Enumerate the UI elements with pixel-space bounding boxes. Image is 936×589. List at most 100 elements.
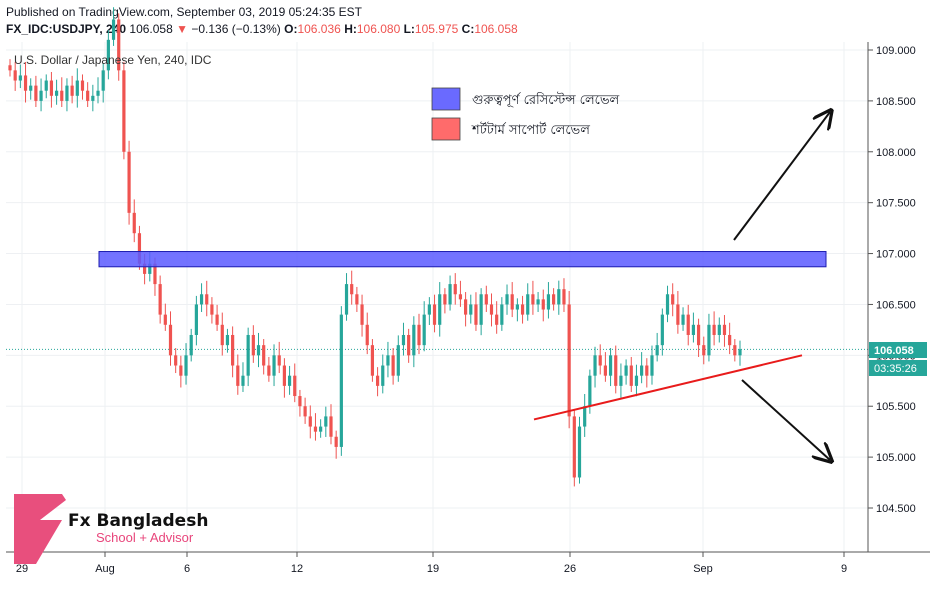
- candle-body: [225, 334, 230, 346]
- candle-body: [70, 85, 74, 96]
- legend-swatch-support: [431, 117, 461, 141]
- candle-body: [267, 365, 271, 376]
- candle-body: [448, 284, 452, 305]
- candle-body: [552, 294, 556, 305]
- time-tick-label: Aug: [95, 563, 115, 575]
- candle-body: [272, 355, 276, 376]
- candle-body: [210, 304, 214, 315]
- candle-body: [583, 406, 587, 427]
- candle-body: [417, 324, 421, 346]
- candle-body: [44, 80, 48, 91]
- legend-label-support: শর্টটার্ম সাপোর্ট লেভেল: [471, 122, 590, 138]
- candle-body: [707, 324, 711, 356]
- candle-body: [111, 19, 116, 40]
- logo-subtitle: School + Advisor: [96, 530, 194, 545]
- candle-body: [665, 294, 670, 315]
- candle-body: [489, 304, 494, 315]
- candle-body: [370, 345, 375, 376]
- candle-body: [671, 294, 675, 305]
- candle-body: [199, 294, 204, 305]
- candle-body: [536, 299, 540, 305]
- time-tick-label: Sep: [693, 563, 713, 575]
- candle-body: [148, 263, 152, 274]
- candle-body: [143, 263, 147, 274]
- resistance-zone[interactable]: [98, 251, 827, 268]
- candle-body: [344, 284, 349, 315]
- last-price-axis-label: 106.058: [874, 345, 914, 357]
- symbol-name[interactable]: FX_IDC:USDJPY, 240: [6, 22, 127, 36]
- candle-body: [619, 375, 623, 386]
- candle-body: [308, 416, 312, 427]
- candle-body: [324, 416, 328, 427]
- candle-body: [733, 345, 737, 356]
- last-price-box: [869, 342, 927, 358]
- fx-bangladesh-logo: Fx Bangladesh School + Advisor: [14, 494, 208, 564]
- price-tick-label: 108.000: [876, 147, 916, 159]
- candle-body: [660, 314, 664, 346]
- candle-body: [712, 324, 716, 335]
- candle-body: [303, 406, 307, 417]
- candle-body: [722, 324, 727, 335]
- candle-body: [495, 314, 499, 325]
- support-trendline[interactable]: [533, 354, 803, 421]
- up-arrow-icon[interactable]: [733, 112, 830, 241]
- candle-body: [453, 284, 457, 295]
- candle-body: [655, 345, 659, 356]
- candle-body: [132, 212, 136, 234]
- candle-body: [158, 284, 162, 315]
- candle-body: [65, 85, 69, 101]
- last-price-tag: 106.058 03:35:26: [869, 342, 927, 376]
- candle-body: [319, 426, 323, 432]
- candle-body: [236, 365, 240, 386]
- candle-body: [603, 365, 607, 376]
- candle-body: [350, 284, 354, 295]
- candle-body: [614, 355, 618, 386]
- candle-body: [458, 294, 463, 300]
- candle-body: [567, 304, 571, 417]
- time-axis[interactable]: 29 Aug 6 12 19 26 Sep 9: [16, 552, 847, 575]
- candle-body: [34, 85, 38, 101]
- time-tick-label: 26: [564, 563, 576, 575]
- candle-body: [401, 334, 406, 346]
- published-note: Published on TradingView.com, September …: [6, 5, 363, 19]
- candle-body: [396, 345, 400, 376]
- chart-title: U.S. Dollar / Japanese Yen, 240, IDC: [14, 53, 212, 67]
- candle-body: [334, 436, 338, 447]
- candle-body: [577, 426, 582, 478]
- candle-body: [277, 355, 281, 366]
- candle-body: [375, 375, 380, 386]
- candle-body: [106, 39, 110, 71]
- candle-body: [29, 85, 33, 91]
- candle-body: [645, 365, 649, 376]
- candle-body: [54, 90, 59, 96]
- candle-body: [474, 304, 478, 325]
- candle-body: [287, 375, 292, 386]
- candle-body: [231, 334, 235, 366]
- candle-body: [101, 70, 105, 91]
- candle-body: [355, 294, 359, 305]
- price-change: −0.136 (−0.13%): [191, 22, 281, 36]
- candle-body: [220, 324, 224, 346]
- candle-body: [75, 80, 79, 96]
- legend-label-resistance: গুরুত্বপূর্ণ রেসিস্টেন্স লেভেল: [472, 92, 620, 108]
- candle-body: [386, 355, 390, 366]
- candle-body: [634, 375, 639, 386]
- logo-mark-icon: [14, 494, 66, 564]
- last-price: 106.058: [129, 22, 173, 36]
- candle-body: [681, 314, 685, 325]
- candle-body: [531, 294, 535, 305]
- candle-body: [650, 355, 654, 376]
- price-axis[interactable]: 109.000 108.500 108.000 107.500 107.000 106.5…: [868, 45, 916, 515]
- price-tick-label: 107.000: [876, 249, 916, 261]
- candle-body: [96, 90, 100, 96]
- candles: [8, 7, 742, 487]
- candle-body: [505, 294, 509, 305]
- candle-body: [629, 365, 633, 386]
- down-arrow-icon[interactable]: [741, 379, 830, 460]
- candle-body: [313, 426, 318, 432]
- down-triangle-icon: ▼: [176, 22, 189, 36]
- candle-body: [168, 324, 173, 356]
- candle-body: [526, 294, 530, 315]
- candle-body: [443, 294, 447, 305]
